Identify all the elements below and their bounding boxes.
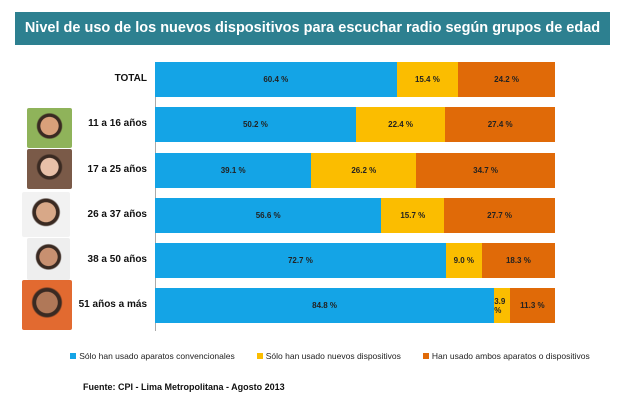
data-label: 18.3 %	[505, 256, 531, 265]
data-label: 50.2 %	[242, 120, 268, 129]
bar-segment: 9.0 %	[445, 243, 482, 278]
bar-segment: 50.2 %	[155, 107, 356, 142]
bar-segment: 39.1 %	[155, 153, 312, 188]
legend-label: Sólo han usado aparatos convencionales	[79, 351, 235, 361]
legend-item: Sólo han usado nuevos dispositivos	[256, 351, 401, 361]
legend-label: Sólo han usado nuevos dispositivos	[265, 351, 401, 361]
legend-swatch	[70, 353, 77, 359]
age-group-photo	[27, 108, 72, 148]
legend-item: Sólo han usado aparatos convencionales	[70, 351, 235, 361]
legend-swatch	[256, 353, 263, 359]
data-label: 9.0 %	[453, 256, 475, 265]
data-label: 56.6 %	[255, 211, 281, 220]
bar-segment: 11.3 %	[509, 288, 555, 323]
category-label: 11 a 16 años	[88, 117, 147, 129]
bar-segment: 26.2 %	[311, 153, 417, 188]
bar-segment: 15.7 %	[381, 198, 445, 233]
category-label: 51 años a más	[78, 298, 147, 310]
y-axis-line	[155, 63, 156, 331]
data-label: 34.7 %	[473, 166, 499, 175]
bar-segment: 84.8 %	[155, 288, 495, 323]
data-label: 22.4 %	[388, 120, 414, 129]
age-group-photo	[27, 238, 70, 280]
age-group-photo	[27, 149, 72, 189]
data-label: 11.3 %	[520, 301, 545, 310]
data-label: 60.4 %	[263, 75, 289, 84]
category-label: 26 a 37 años	[87, 208, 147, 220]
data-label: 3.9 %	[494, 296, 506, 315]
bar-segment: 18.3 %	[481, 243, 555, 278]
source-note: Fuente: CPI - Lima Metropolitana - Agost…	[83, 382, 285, 392]
bar-segment: 27.4 %	[445, 107, 555, 142]
age-group-photo	[22, 280, 72, 330]
chart-title: Nivel de uso de los nuevos dispositivos …	[15, 12, 610, 45]
category-label: TOTAL	[114, 72, 147, 84]
data-label: 27.4 %	[487, 120, 513, 129]
bar-segment: 24.2 %	[458, 62, 555, 97]
data-label: 27.7 %	[487, 211, 513, 220]
bar-segment: 15.4 %	[396, 62, 459, 97]
data-label: 26.2 %	[351, 166, 377, 175]
data-label: 24.2 %	[494, 75, 520, 84]
data-label: 39.1 %	[220, 166, 246, 175]
bar-segment: 34.7 %	[416, 153, 555, 188]
legend: Sólo han usado aparatos convencionales Só…	[0, 351, 630, 361]
data-label: 72.7 %	[287, 256, 313, 265]
legend-item: Han usado ambos aparatos o dispositivos	[422, 351, 590, 361]
bar-segment: 22.4 %	[355, 107, 446, 142]
bar-segment: 60.4 %	[155, 62, 397, 97]
bar-segment: 56.6 %	[155, 198, 382, 233]
data-label: 84.8 %	[312, 301, 338, 310]
bar-segment: 72.7 %	[155, 243, 446, 278]
legend-label: Han usado ambos aparatos o dispositivos	[431, 351, 590, 361]
data-label: 15.7 %	[400, 211, 426, 220]
category-label: 38 a 50 años	[87, 253, 147, 265]
data-label: 15.4 %	[414, 75, 440, 84]
legend-swatch	[422, 353, 429, 359]
age-group-photo	[22, 192, 70, 237]
bar-segment: 27.7 %	[444, 198, 555, 233]
bar-segment: 3.9 %	[494, 288, 510, 323]
category-label: 17 a 25 años	[87, 163, 147, 175]
